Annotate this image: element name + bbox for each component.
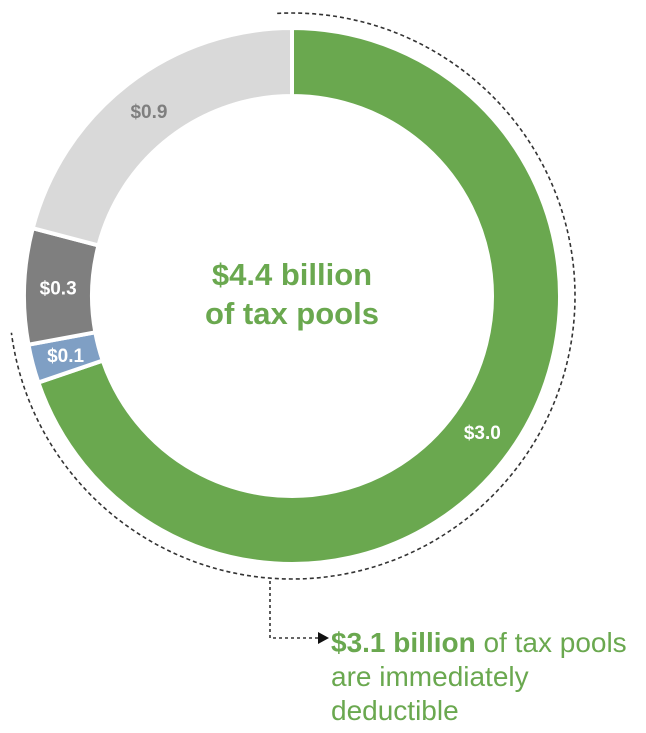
center-title: $4.4 billion [212,257,372,292]
slice-label-0-1: $0.1 [47,346,84,367]
callout-connector [269,581,318,639]
slice-3-0 [35,25,562,566]
callout-text: of tax pools are immediately deductible [331,627,627,726]
slice-label-0-9: $0.9 [130,102,167,123]
callout-amount: $3.1 billion [331,627,476,658]
slice-labels: $3.0 $0.1 $0.3 $0.9 [40,102,501,444]
slice-label-3-0: $3.0 [464,423,501,444]
donut-slices [22,25,562,566]
deductible-callout: $3.1 billion of tax pools are immediatel… [331,626,646,728]
center-subtitle: of tax pools [205,296,379,331]
callout-arrowhead [318,632,329,644]
slice-label-0-3: $0.3 [40,278,77,299]
slice-0-9 [30,25,294,248]
deductible-bracket [10,12,576,580]
